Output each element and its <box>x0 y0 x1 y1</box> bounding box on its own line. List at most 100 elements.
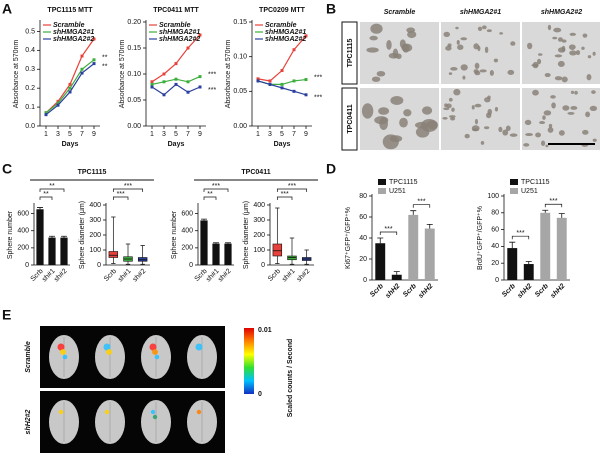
sphere <box>455 26 459 30</box>
data-point <box>162 72 166 76</box>
significance-label: *** <box>281 191 289 198</box>
data-point <box>44 111 48 115</box>
x-tick-label: 9 <box>198 131 202 138</box>
x-tick-label: Scrb <box>103 268 118 283</box>
y-tick-label: 400 <box>253 202 265 209</box>
y-tick-label: 300 <box>253 217 265 224</box>
data-point <box>198 75 202 79</box>
sphere <box>489 70 494 76</box>
y-tick-label: 400 <box>181 228 193 235</box>
sphere <box>443 107 450 111</box>
x-tick-label: 9 <box>304 131 308 138</box>
sphere <box>562 105 570 111</box>
x-tick-label: sh#1 <box>281 268 297 284</box>
sphere <box>537 53 543 56</box>
data-point <box>150 85 154 89</box>
y-tick-label: 0.00 <box>233 123 247 130</box>
sphere <box>551 102 556 109</box>
sphere <box>536 58 542 65</box>
sphere <box>414 121 429 129</box>
signal <box>106 349 112 355</box>
sphere <box>473 43 480 50</box>
y-axis-label: Sphere diameter (μm) <box>79 201 86 269</box>
sphere <box>581 46 585 50</box>
error-bar <box>393 271 400 275</box>
sphere <box>388 52 399 59</box>
x-tick-label: 7 <box>186 131 190 138</box>
sphere <box>483 126 490 130</box>
sphere <box>484 46 489 54</box>
data-point <box>292 48 296 52</box>
sphere <box>507 69 515 75</box>
data-point <box>268 82 272 86</box>
signal <box>195 343 203 351</box>
data-point <box>304 34 308 38</box>
x-tick-label: Scrb <box>369 282 385 298</box>
sphere <box>477 26 483 32</box>
y-tick-label: 0.15 <box>233 19 247 26</box>
bar <box>391 274 402 280</box>
y-tick-label: 0.20 <box>127 19 141 26</box>
error-bar <box>509 241 516 249</box>
row-label: Scramble <box>25 341 32 373</box>
y-tick-label: 0 <box>363 277 367 284</box>
significance-bracket <box>39 188 65 192</box>
series-line <box>151 83 201 96</box>
data-point <box>198 33 202 37</box>
error-bar <box>49 235 55 238</box>
y-tick-label: 0.4 <box>25 47 35 54</box>
x-tick-label: shH2 <box>516 283 533 300</box>
significance-bracket <box>276 196 293 200</box>
bar <box>424 228 435 280</box>
error-bar <box>525 261 532 265</box>
data-point <box>162 93 166 97</box>
sphere <box>586 74 592 81</box>
significance-label: *** <box>384 226 392 233</box>
signal <box>62 354 68 360</box>
sphere <box>371 76 381 82</box>
y-axis-label: Absorbance at 570nm <box>119 40 126 109</box>
sphere <box>366 47 379 53</box>
sphere <box>462 75 466 80</box>
sphere <box>539 121 546 125</box>
sphere <box>587 55 592 59</box>
data-point <box>174 62 178 66</box>
sphere <box>554 54 563 58</box>
sphere <box>399 117 408 128</box>
y-tick-label: 0 <box>25 262 29 269</box>
y-tick-label: 0.0 <box>25 123 35 130</box>
series-line <box>45 59 95 114</box>
sphere <box>486 29 492 33</box>
sphere <box>540 140 546 146</box>
legend-label: shHMGA2#2 <box>265 36 306 43</box>
error-bar <box>61 235 67 238</box>
sphere <box>582 129 589 135</box>
y-tick-label: 200 <box>253 232 265 239</box>
bar <box>212 243 220 265</box>
significance-label: ** <box>102 55 108 62</box>
colorbar-max: 0.01 <box>258 327 272 334</box>
bar <box>224 243 232 265</box>
micrograph <box>522 88 600 150</box>
bar <box>507 248 518 280</box>
signal <box>150 409 156 415</box>
x-tick-label: 5 <box>280 131 284 138</box>
sphere <box>493 58 499 63</box>
data-point <box>174 77 178 81</box>
error-bar <box>410 210 417 215</box>
data-point <box>68 90 72 94</box>
data-point <box>56 99 60 103</box>
error-bar <box>558 213 565 218</box>
x-tick-label: Scrb <box>267 268 282 283</box>
data-point <box>80 71 84 75</box>
x-axis-label: Days <box>168 141 185 148</box>
column-label: Scramble <box>384 9 416 16</box>
data-point <box>256 79 260 83</box>
bar <box>375 243 386 280</box>
sphere <box>570 106 578 110</box>
sphere <box>494 107 499 112</box>
legend-label: U251 <box>521 188 538 195</box>
signal <box>103 343 111 351</box>
sphere <box>592 138 597 142</box>
y-axis-label: Sphere number <box>171 210 178 259</box>
